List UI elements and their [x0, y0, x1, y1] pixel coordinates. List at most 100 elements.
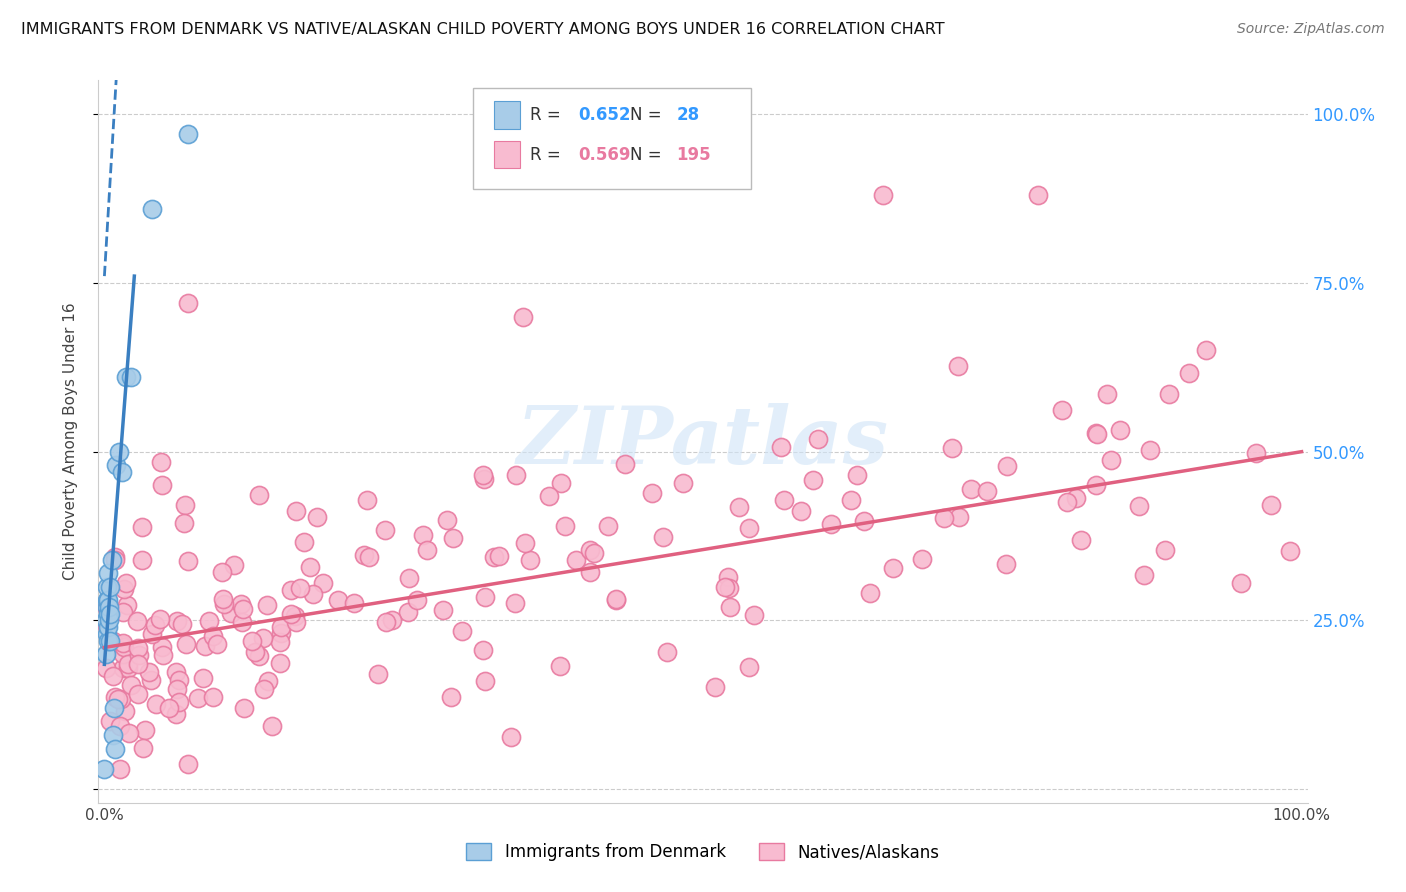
- Point: [231, 615, 253, 629]
- Point: [205, 637, 228, 651]
- Point: [247, 488, 270, 502]
- Point: [1095, 386, 1118, 401]
- Point: [177, 757, 200, 772]
- Point: [143, 618, 166, 632]
- Point: [381, 613, 404, 627]
- Point: [1128, 499, 1150, 513]
- Point: [105, 458, 128, 472]
- Point: [212, 591, 235, 606]
- Point: [312, 576, 335, 591]
- Point: [1244, 445, 1267, 459]
- Bar: [494, 101, 520, 128]
- Point: [174, 637, 197, 651]
- Point: [1084, 426, 1107, 441]
- Point: [104, 741, 127, 756]
- Point: [103, 701, 125, 715]
- Point: [125, 615, 148, 629]
- Point: [728, 500, 751, 514]
- Point: [127, 687, 149, 701]
- Point: [703, 680, 725, 694]
- Text: Source: ZipAtlas.com: Source: ZipAtlas.com: [1237, 22, 1385, 37]
- Point: [141, 627, 163, 641]
- Point: [1279, 544, 1302, 558]
- Point: [1139, 442, 1161, 457]
- Point: [1154, 543, 1177, 558]
- Point: [97, 620, 120, 634]
- Text: R =: R =: [530, 106, 567, 124]
- Point: [1064, 491, 1087, 505]
- Point: [717, 581, 740, 595]
- Point: [96, 601, 118, 615]
- Point: [108, 718, 131, 732]
- Point: [117, 657, 139, 671]
- Point: [948, 510, 970, 524]
- Point: [104, 549, 127, 564]
- Text: 195: 195: [676, 145, 711, 164]
- Y-axis label: Child Poverty Among Boys Under 16: Child Poverty Among Boys Under 16: [63, 302, 77, 581]
- Point: [537, 489, 560, 503]
- Point: [738, 660, 761, 674]
- Point: [398, 571, 420, 585]
- Point: [127, 640, 149, 655]
- Point: [243, 644, 266, 658]
- Point: [257, 673, 280, 688]
- Point: [872, 188, 894, 202]
- Point: [801, 473, 824, 487]
- Point: [232, 701, 254, 715]
- Point: [131, 520, 153, 534]
- Point: [121, 678, 143, 692]
- Point: [139, 673, 162, 687]
- Point: [671, 475, 693, 490]
- Point: [994, 558, 1017, 572]
- Point: [141, 202, 163, 216]
- Point: [548, 659, 571, 673]
- Point: [718, 599, 741, 614]
- Point: [100, 552, 122, 566]
- Point: [976, 483, 998, 498]
- Point: [416, 543, 439, 558]
- Point: [432, 603, 454, 617]
- Point: [436, 513, 458, 527]
- Point: [173, 498, 195, 512]
- Point: [118, 725, 141, 739]
- Point: [104, 553, 127, 567]
- Point: [115, 370, 138, 384]
- Point: [505, 596, 527, 610]
- Point: [98, 599, 121, 614]
- Point: [280, 607, 302, 621]
- Point: [100, 580, 122, 594]
- Point: [554, 519, 576, 533]
- Point: [357, 549, 380, 564]
- Point: [356, 492, 378, 507]
- Point: [211, 565, 233, 579]
- Point: [501, 730, 523, 744]
- Point: [440, 690, 463, 705]
- Point: [353, 548, 375, 562]
- Point: [714, 580, 737, 594]
- Point: [641, 486, 664, 500]
- Point: [98, 714, 121, 728]
- Text: 0.569: 0.569: [578, 145, 631, 164]
- Point: [375, 615, 398, 629]
- Point: [1026, 188, 1049, 202]
- Point: [482, 550, 505, 565]
- Point: [166, 614, 188, 628]
- Point: [1085, 427, 1108, 442]
- Point: [177, 553, 200, 567]
- Point: [614, 457, 637, 471]
- Point: [134, 723, 156, 737]
- Point: [441, 531, 464, 545]
- Point: [201, 629, 224, 643]
- Point: [299, 559, 322, 574]
- Point: [605, 592, 627, 607]
- Point: [1133, 567, 1156, 582]
- Point: [111, 635, 134, 649]
- Point: [252, 631, 274, 645]
- Point: [138, 665, 160, 680]
- Point: [284, 615, 307, 629]
- Point: [512, 310, 534, 324]
- Point: [193, 671, 215, 685]
- Point: [256, 598, 278, 612]
- Point: [128, 648, 150, 663]
- Point: [120, 370, 142, 384]
